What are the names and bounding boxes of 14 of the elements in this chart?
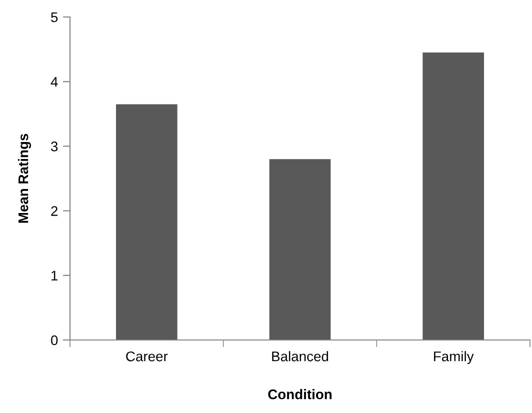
x-tick-label: Career [126, 351, 168, 362]
bar [422, 52, 484, 340]
bar [116, 104, 178, 340]
y-tick-label: 0 [51, 335, 58, 346]
x-axis-title: Condition [268, 389, 332, 400]
y-axis-title: Mean Ratings [18, 134, 32, 223]
y-tick-label: 5 [51, 12, 58, 22]
y-tick-label: 2 [51, 206, 58, 216]
y-tick-label: 3 [51, 142, 58, 152]
bar [269, 159, 331, 340]
y-tick-label: 4 [50, 77, 58, 87]
x-tick-label: Family [434, 351, 474, 364]
y-tick-label: 1 [52, 270, 58, 280]
x-tick-label: Balanced [272, 351, 328, 362]
